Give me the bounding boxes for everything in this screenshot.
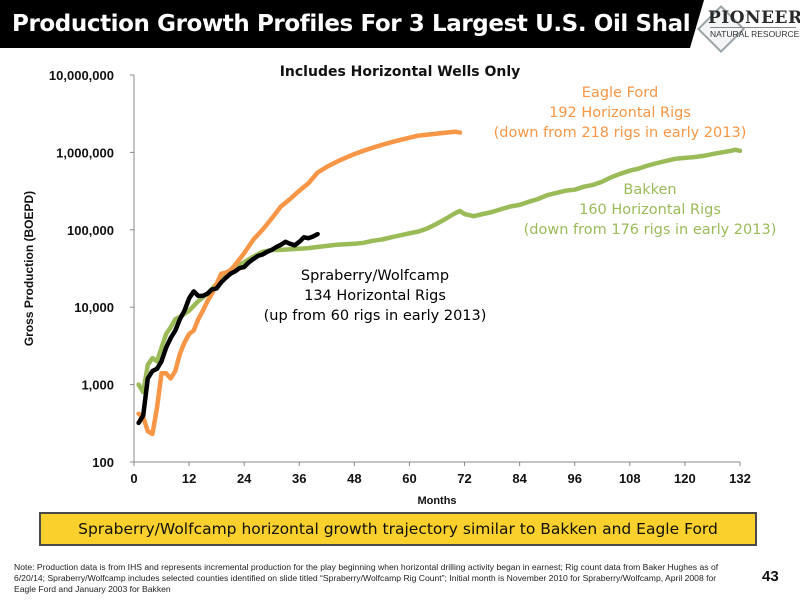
x-tick-label: 84 [512,471,527,486]
x-tick-label: 60 [402,471,416,486]
series-annotation-spraberry-wolfcamp: 134 Horizontal Rigs [304,288,446,304]
takeaway-text: Spraberry/Wolfcamp horizontal growth tra… [78,520,718,538]
x-tick-label: 72 [457,471,471,486]
series-annotation-spraberry-wolfcamp: (up from 60 rigs in early 2013) [264,308,487,324]
x-tick-label: 48 [347,471,361,486]
series-annotation-eagle-ford: (down from 218 rigs in early 2013) [494,125,747,141]
y-axis-title: Gross Production (BOEPD) [22,191,36,346]
y-tick-label: 10,000,000 [49,68,114,83]
slide-title: Production Growth Profiles For 3 Largest… [12,11,780,37]
x-tick-label: 36 [292,471,306,486]
footnote: Note: Production data is from IHS and re… [14,562,719,594]
y-tick-label: 10,000 [74,300,114,315]
logo-rule [710,27,796,28]
x-tick-label: 120 [674,471,696,486]
x-tick-label: 0 [130,471,137,486]
x-tick-label: 12 [182,471,196,486]
series-line-eagle-ford [136,129,463,437]
series-annotation-bakken: 160 Horizontal Rigs [579,202,721,218]
series-annotation-eagle-ford: 192 Horizontal Rigs [549,105,691,121]
title-bar-wedge [690,0,704,48]
series-annotation-bakken: Bakken [623,182,676,198]
y-tick-label: 1,000 [81,378,114,393]
x-tick-label: 108 [619,471,641,486]
series-line-spraberry-wolfcamp [136,231,320,426]
x-tick-label: 96 [567,471,581,486]
slide-title-bar: Production Growth Profiles For 3 Largest… [0,0,780,48]
y-tick-label: 100 [92,455,114,470]
company-logo: PIONEER NATURAL RESOURCES [696,4,800,54]
x-tick-label: 24 [237,471,252,486]
chart-subtitle: Includes Horizontal Wells Only [280,64,521,80]
production-chart: 100 1,000 10,000 100,000 1,000,000 10,000,000… [22,64,777,507]
x-tick-label: 132 [729,471,751,486]
y-tick-label: 100,000 [67,223,114,238]
x-axis-title: Months [417,495,456,507]
series-annotation-eagle-ford: Eagle Ford [582,85,658,101]
takeaway-banner: Spraberry/Wolfcamp horizontal growth tra… [39,512,757,546]
logo-wordmark: PIONEER [708,8,800,28]
page-number: 43 [762,568,779,585]
series-annotation-bakken: (down from 176 rigs in early 2013) [524,222,777,238]
series-annotation-spraberry-wolfcamp: Spraberry/Wolfcamp [301,268,449,284]
y-tick-label: 1,000,000 [56,145,114,160]
logo-subtitle: NATURAL RESOURCES [710,29,800,39]
